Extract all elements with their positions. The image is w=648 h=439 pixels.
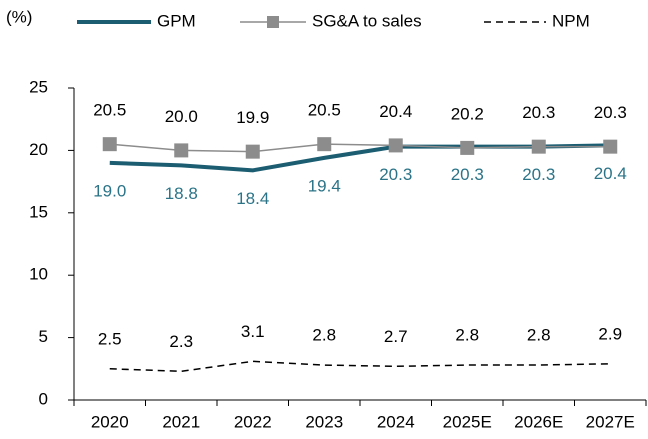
data-label: 2.8 [312, 326, 336, 345]
data-label: 2.8 [455, 326, 479, 345]
x-tick-label: 2023 [305, 412, 343, 431]
y-tick-label: 10 [29, 265, 48, 284]
data-label: 20.3 [594, 103, 627, 122]
data-label: 19.9 [236, 108, 269, 127]
x-tick-label: 2024 [377, 412, 415, 431]
data-label: 20.3 [522, 103, 555, 122]
data-label: 20.0 [165, 107, 198, 126]
marker [460, 140, 475, 155]
y-tick-label: 20 [29, 140, 48, 159]
x-tick-label: 2022 [234, 412, 272, 431]
marker [317, 137, 332, 152]
data-label: 20.3 [522, 165, 555, 184]
x-tick-label: 2025E [443, 412, 492, 431]
data-label: 20.3 [451, 165, 484, 184]
data-label: 20.5 [308, 101, 341, 120]
data-label: 19.0 [93, 181, 126, 200]
series-line [109, 360, 611, 373]
data-label: 2.8 [527, 326, 551, 345]
legend-label: NPM [552, 11, 590, 30]
marker [388, 138, 403, 153]
data-label: 3.1 [241, 322, 265, 341]
data-label: 20.3 [379, 165, 412, 184]
x-tick-label: 2020 [91, 412, 129, 431]
y-tick-label: 0 [39, 389, 48, 408]
x-tick-label: 2021 [162, 412, 200, 431]
marker [531, 139, 546, 154]
data-label: 18.8 [165, 184, 198, 203]
marker [603, 139, 618, 154]
y-tick-label: 5 [39, 327, 48, 346]
data-label: 18.4 [236, 189, 269, 208]
marker [245, 144, 260, 159]
legend-marker [267, 16, 279, 28]
y-tick-label: 25 [29, 77, 48, 96]
series-line [109, 143, 611, 153]
legend-label: SG&A to sales [312, 11, 422, 30]
data-label: 20.4 [379, 102, 412, 121]
legend-label: GPM [157, 11, 196, 30]
data-label: 20.4 [594, 164, 627, 183]
data-label: 19.4 [308, 176, 341, 195]
data-label: 20.5 [93, 101, 126, 120]
y-tick-label: 15 [29, 202, 48, 221]
data-label: 20.2 [451, 104, 484, 123]
marker [102, 137, 117, 152]
x-tick-label: 2027E [586, 412, 635, 431]
data-label: 2.7 [384, 327, 408, 346]
y-axis-label: (%) [6, 7, 32, 26]
data-label: 2.3 [169, 332, 193, 351]
data-label: 2.9 [598, 324, 622, 343]
x-tick-label: 2026E [514, 412, 563, 431]
marker [174, 143, 189, 158]
data-label: 2.5 [98, 329, 122, 348]
